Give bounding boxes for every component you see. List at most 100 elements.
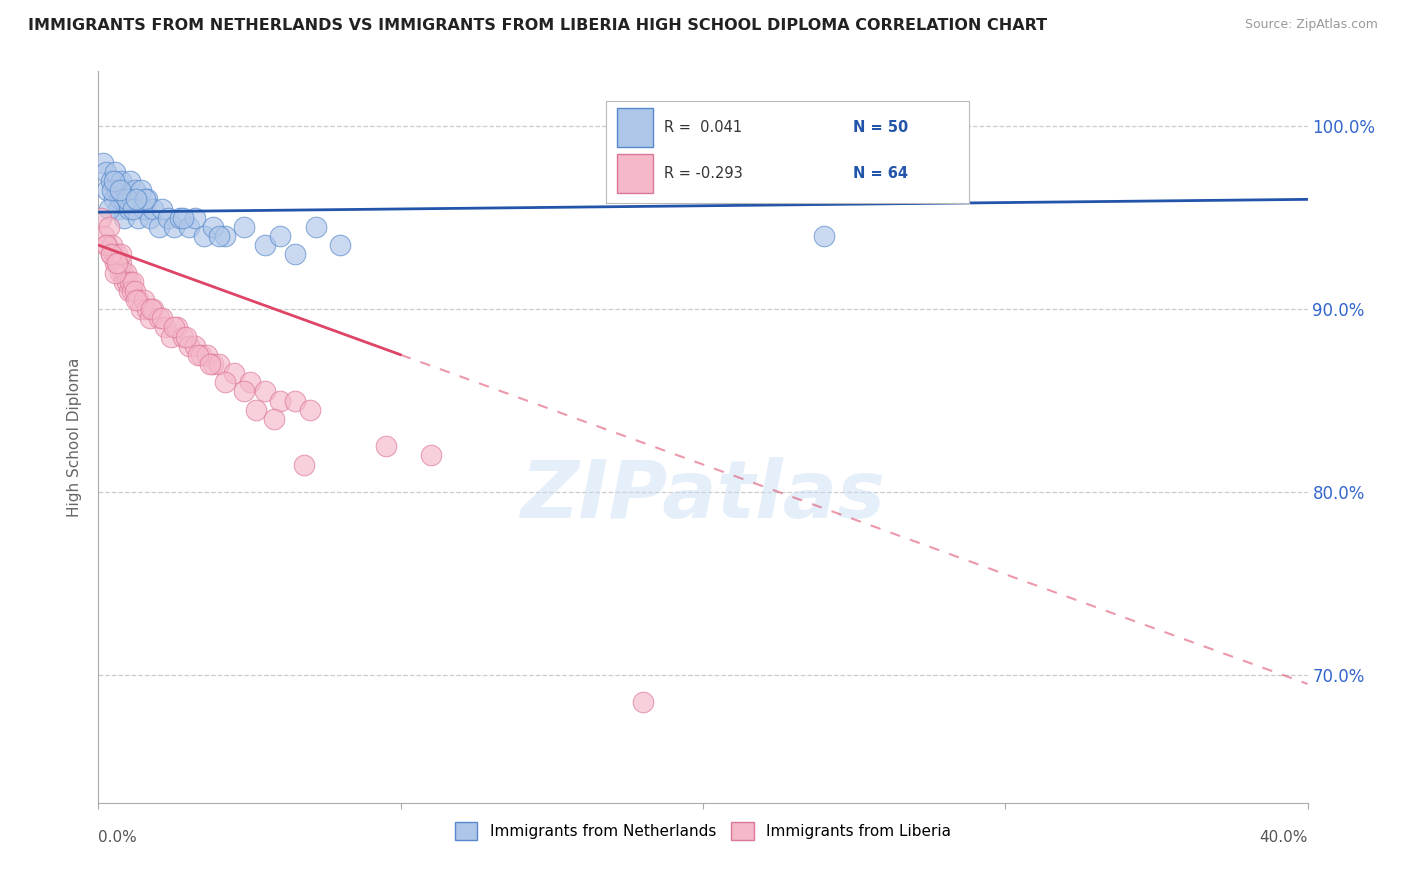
Point (135, 193, 157, 207)
Point (139, 311, 162, 326)
Point (135, 301, 157, 317)
Text: ZIPatlas: ZIPatlas (520, 457, 886, 534)
Point (122, 202, 145, 216)
Point (374, 439, 396, 453)
Point (110, 174, 132, 188)
Point (100, 247, 122, 261)
Point (111, 266, 134, 280)
Text: IMMIGRANTS FROM NETHERLANDS VS IMMIGRANTS FROM LIBERIA HIGH SCHOOL DIPLOMA CORRE: IMMIGRANTS FROM NETHERLANDS VS IMMIGRANT… (28, 18, 1047, 33)
Point (108, 266, 131, 280)
Legend: Immigrants from Netherlands, Immigrants from Liberia: Immigrants from Netherlands, Immigrants … (449, 815, 957, 847)
Point (153, 320, 176, 334)
Text: 40.0%: 40.0% (1260, 830, 1308, 846)
Point (245, 402, 267, 417)
Point (172, 211, 194, 225)
Point (124, 284, 146, 298)
Point (169, 211, 191, 225)
Point (121, 193, 143, 207)
Point (142, 301, 165, 317)
Y-axis label: High School Diploma: High School Diploma (67, 358, 83, 516)
Point (150, 311, 173, 326)
Point (118, 284, 141, 298)
Point (200, 357, 222, 371)
Point (420, 448, 443, 462)
Point (110, 247, 132, 261)
Point (129, 183, 152, 197)
Point (103, 193, 125, 207)
Point (232, 384, 254, 399)
Point (104, 165, 127, 179)
Point (98, 219, 121, 234)
Point (163, 219, 186, 234)
Point (110, 256, 132, 270)
Point (127, 293, 149, 307)
Point (208, 229, 231, 244)
Point (214, 376, 236, 390)
Point (193, 229, 215, 244)
Point (94, 165, 117, 179)
Point (132, 293, 155, 307)
Text: 0.0%: 0.0% (98, 830, 138, 846)
Point (127, 211, 149, 225)
Point (96, 238, 118, 252)
Point (329, 238, 352, 252)
Point (129, 301, 152, 317)
Text: Source: ZipAtlas.com: Source: ZipAtlas.com (1244, 18, 1378, 31)
Point (111, 193, 134, 207)
Point (239, 376, 262, 390)
Point (100, 174, 122, 188)
Point (124, 183, 146, 197)
Point (115, 275, 138, 289)
Point (174, 329, 197, 343)
Point (156, 211, 179, 225)
Point (91, 155, 114, 169)
Point (139, 211, 162, 225)
Point (160, 329, 183, 343)
Point (232, 219, 254, 234)
Point (103, 174, 125, 188)
Point (269, 393, 291, 408)
Point (184, 339, 207, 353)
Point (112, 211, 135, 225)
Point (101, 238, 124, 252)
Point (284, 393, 307, 408)
Point (253, 384, 276, 399)
Point (101, 183, 124, 197)
Point (187, 348, 209, 362)
Point (121, 284, 143, 298)
Point (107, 202, 129, 216)
Point (179, 219, 201, 234)
Point (305, 219, 328, 234)
Point (224, 366, 246, 380)
Point (94, 238, 117, 252)
Point (202, 219, 225, 234)
Point (208, 357, 231, 371)
Point (108, 193, 131, 207)
Point (179, 339, 201, 353)
Point (150, 202, 173, 216)
Point (190, 348, 212, 362)
Point (105, 247, 128, 261)
Point (125, 193, 148, 207)
Point (141, 301, 163, 317)
Point (148, 219, 170, 234)
Point (104, 256, 127, 270)
Point (631, 695, 654, 709)
Point (90, 211, 112, 225)
Point (108, 183, 131, 197)
Point (115, 193, 138, 207)
Point (172, 329, 194, 343)
Point (118, 202, 141, 216)
Point (253, 238, 276, 252)
Point (100, 247, 122, 261)
Point (132, 202, 155, 216)
Point (166, 320, 188, 334)
Point (292, 458, 315, 472)
Point (134, 193, 156, 207)
Point (142, 202, 165, 216)
Point (104, 266, 127, 280)
Point (148, 311, 170, 326)
Point (202, 357, 225, 371)
Point (299, 402, 322, 417)
Point (105, 183, 128, 197)
